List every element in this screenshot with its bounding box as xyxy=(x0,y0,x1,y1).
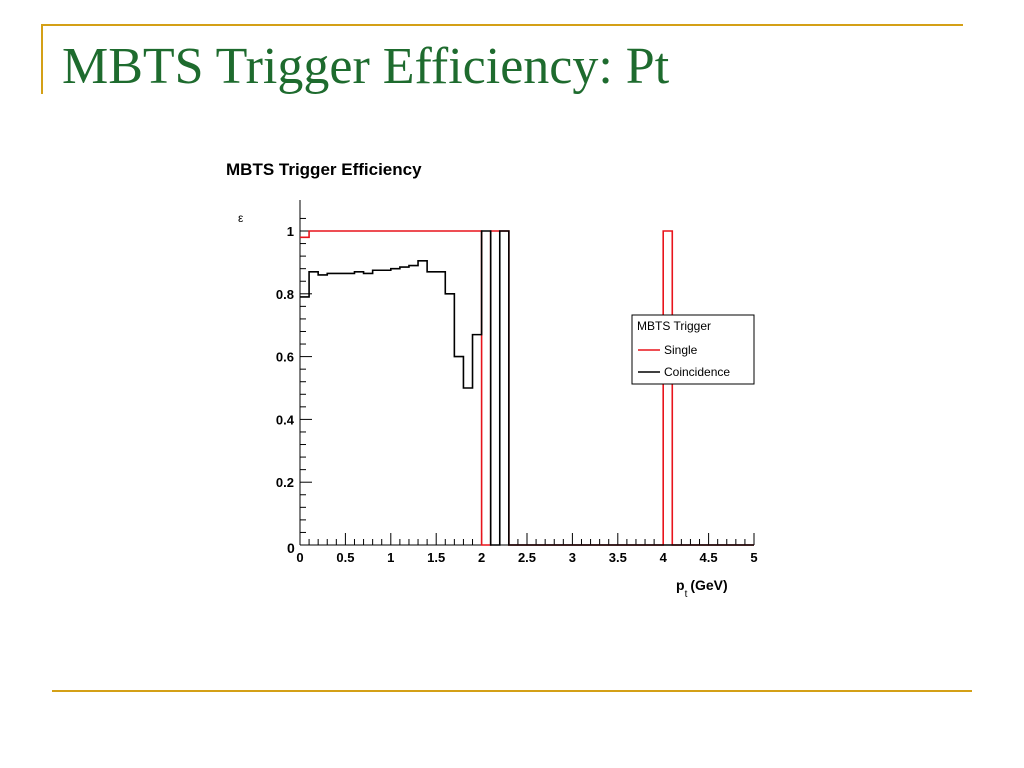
legend: MBTS Trigger Single Coincidence xyxy=(631,314,755,385)
x-tick-label: 1.5 xyxy=(427,550,445,565)
y-tick-label: 0.6 xyxy=(276,350,294,365)
x-tick-label: 2.5 xyxy=(518,550,536,565)
y-tick-label: 0.4 xyxy=(276,412,295,427)
slide-title: MBTS Trigger Efficiency: Pt xyxy=(62,38,670,95)
x-axis-label-subscript: t xyxy=(685,589,688,600)
legend-entry-coincidence: Coincidence xyxy=(664,365,730,379)
x-axis-label-main: p xyxy=(676,577,685,593)
x-tick-label: 3 xyxy=(569,550,576,565)
slide-accent-top-line xyxy=(41,24,963,26)
series-coincidence-line xyxy=(300,230,754,546)
legend-title: MBTS Trigger xyxy=(637,319,711,333)
chart-title: MBTS Trigger Efficiency xyxy=(226,160,422,179)
y-axis-label: ε xyxy=(238,211,244,225)
x-tick-label: 0.5 xyxy=(336,550,354,565)
series-single-line xyxy=(300,230,754,546)
x-tick-label: 5 xyxy=(750,550,757,565)
y-origin-label: 0 xyxy=(287,540,295,556)
x-tick-label: 2 xyxy=(478,550,485,565)
x-tick-label: 0 xyxy=(296,550,303,565)
y-tick-label: 0.2 xyxy=(276,475,294,490)
x-axis-label: pt(GeV) xyxy=(676,577,728,600)
y-tick-label: 0.8 xyxy=(276,287,294,302)
y-tick-label: 1 xyxy=(287,224,294,239)
x-tick-label: 4 xyxy=(660,550,668,565)
x-tick-label: 4.5 xyxy=(700,550,718,565)
x-tick-label: 3.5 xyxy=(609,550,627,565)
legend-entry-single: Single xyxy=(664,343,698,357)
slide-accent-left-line xyxy=(41,24,43,94)
x-axis-label-unit: (GeV) xyxy=(690,577,727,593)
x-tick-label: 1 xyxy=(387,550,394,565)
slide-accent-bottom-line xyxy=(52,690,972,692)
